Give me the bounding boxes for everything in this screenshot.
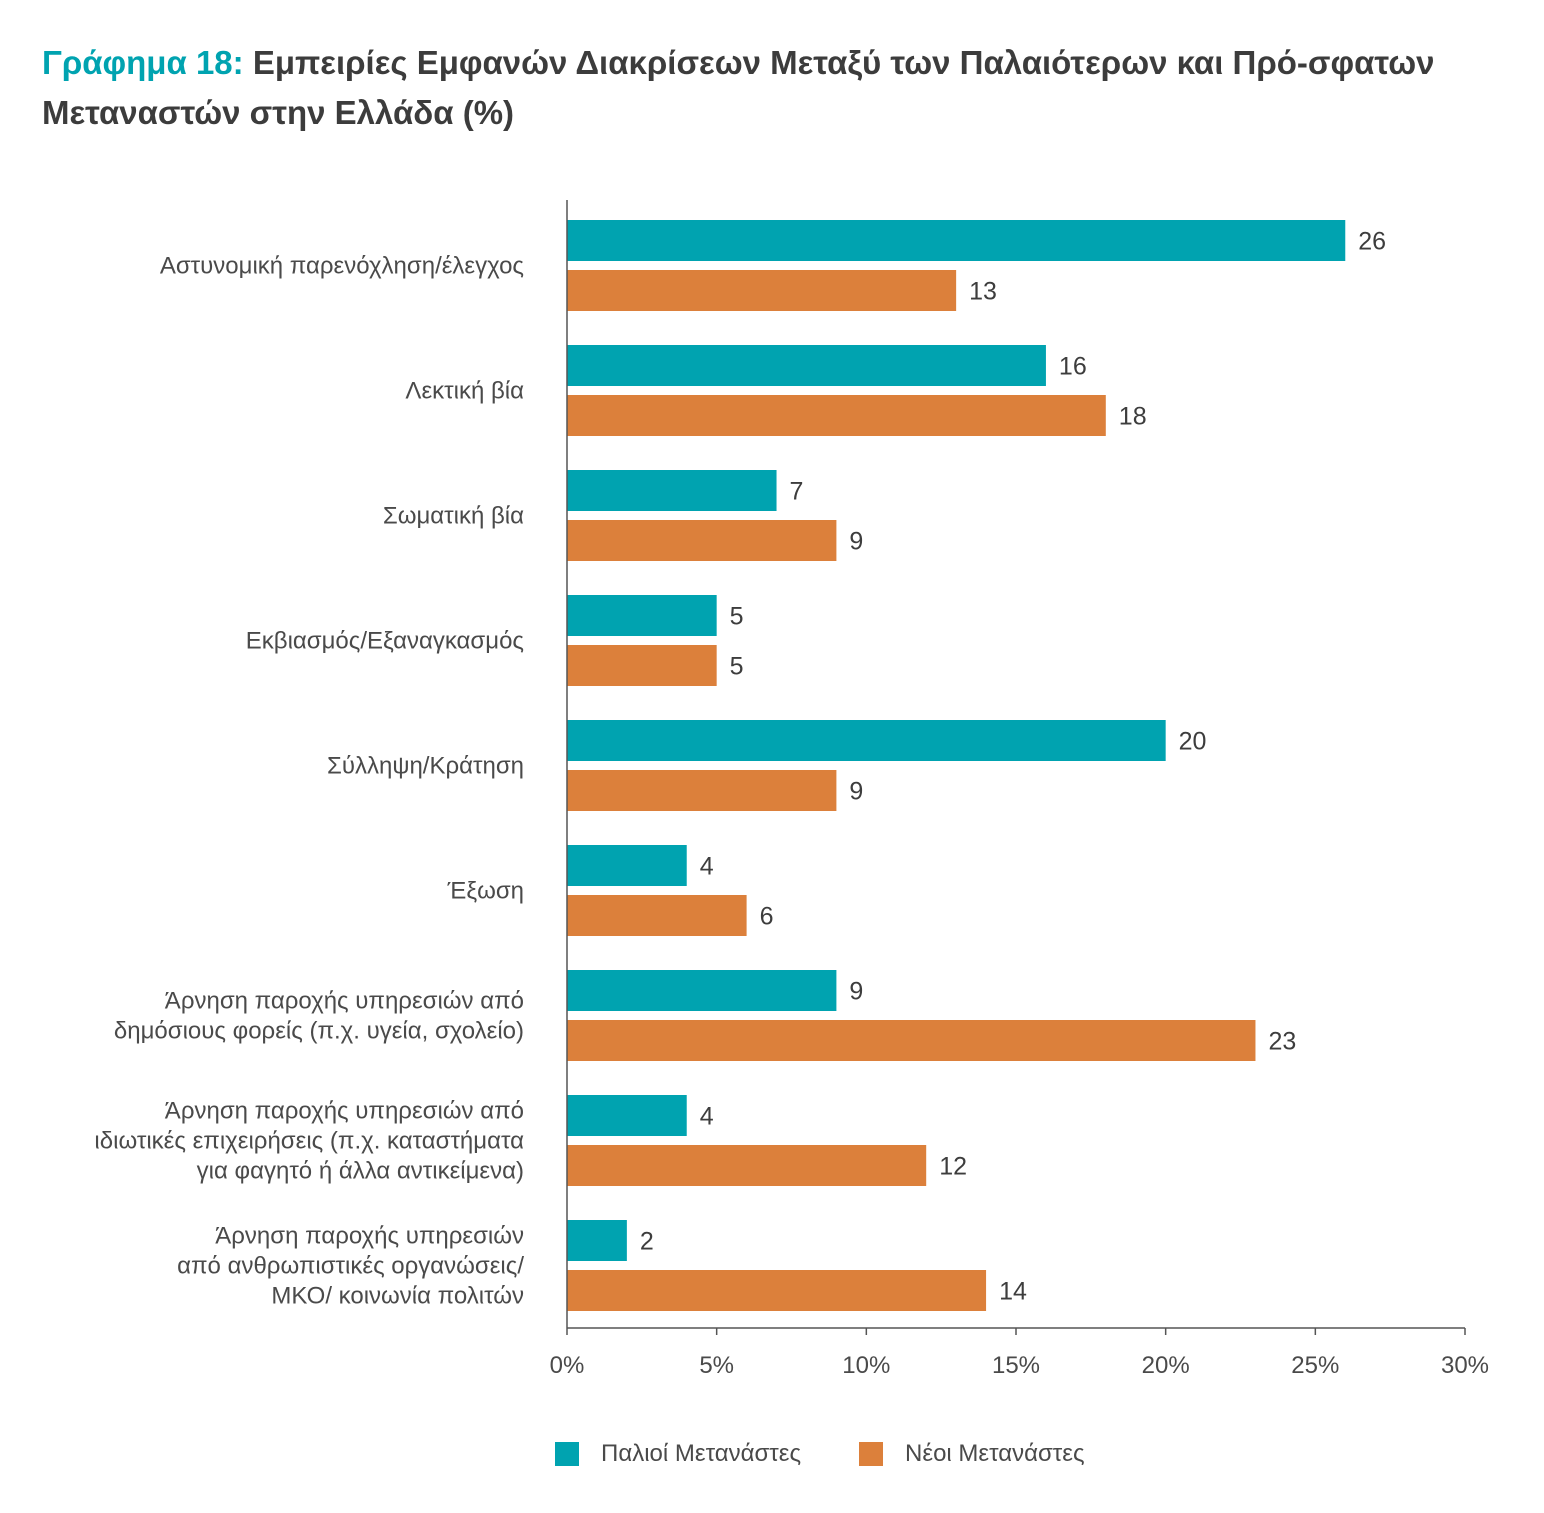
- value-label-old-6: 9: [849, 978, 863, 1006]
- value-label-old-8: 2: [640, 1228, 654, 1256]
- category-label-6-line-1: δημόσιους φορείς (π.χ. υγεία, σχολείο): [114, 1018, 524, 1045]
- category-label-8-line-0: Άρνηση παροχής υπηρεσιών: [215, 1223, 524, 1250]
- x-tick-label-1: 5%: [699, 1352, 734, 1379]
- bar-old-1: [567, 345, 1046, 386]
- bar-old-7: [567, 1095, 687, 1136]
- value-label-old-2: 7: [790, 478, 804, 506]
- category-label-8-line-1: από ανθρωπιστικές οργανώσεις/: [177, 1253, 524, 1280]
- x-tick-label-2: 10%: [842, 1352, 890, 1379]
- legend-item-old: Παλιοί Μετανάστες: [555, 1440, 801, 1468]
- bar-old-3: [567, 595, 717, 636]
- legend-swatch-old: [555, 1442, 579, 1466]
- category-label-4: Σύλληψη/Κράτηση: [327, 753, 524, 780]
- bar-old-2: [567, 470, 777, 511]
- category-label-0: Αστυνομική παρενόχληση/έλεγχος: [160, 253, 524, 280]
- category-label-7-line-2: για φαγητό ή άλλα αντικείμενα): [197, 1158, 524, 1185]
- category-label-3: Εκβιασμός/Εξαναγκασμός: [246, 628, 524, 655]
- value-label-new-4: 9: [849, 778, 863, 806]
- value-label-new-1: 18: [1119, 403, 1147, 431]
- legend-item-new: Νέοι Μετανάστες: [859, 1440, 1085, 1468]
- bar-new-1: [567, 395, 1106, 436]
- category-label-6-line-0: Άρνηση παροχής υπηρεσιών από: [165, 988, 524, 1015]
- value-label-new-2: 9: [849, 528, 863, 556]
- chart-title-prefix: Γράφημα 18:: [42, 44, 244, 81]
- value-label-new-7: 12: [939, 1153, 967, 1181]
- bar-new-5: [567, 895, 747, 936]
- value-label-old-5: 4: [700, 853, 714, 881]
- bar-old-8: [567, 1220, 627, 1261]
- value-label-old-3: 5: [730, 603, 744, 631]
- bar-new-0: [567, 270, 957, 311]
- bar-old-6: [567, 970, 837, 1011]
- bar-new-2: [567, 520, 837, 561]
- bar-old-4: [567, 720, 1166, 761]
- value-label-new-6: 23: [1268, 1028, 1296, 1056]
- bar-old-0: [567, 220, 1346, 261]
- value-label-old-1: 16: [1059, 353, 1087, 381]
- bar-old-5: [567, 845, 687, 886]
- bar-new-8: [567, 1270, 987, 1311]
- x-tick-label-4: 20%: [1142, 1352, 1190, 1379]
- value-label-new-0: 13: [969, 278, 997, 306]
- bar-new-6: [567, 1020, 1256, 1061]
- bar-new-4: [567, 770, 837, 811]
- x-tick-label-3: 15%: [992, 1352, 1040, 1379]
- category-label-8-line-2: ΜΚΟ/ κοινωνία πολιτών: [271, 1283, 524, 1310]
- legend-swatch-new: [859, 1442, 884, 1466]
- bar-new-7: [567, 1145, 927, 1186]
- legend-label-old: Παλιοί Μετανάστες: [601, 1440, 802, 1467]
- legend-label-new: Νέοι Μετανάστες: [905, 1440, 1085, 1467]
- value-label-new-3: 5: [730, 653, 744, 681]
- value-label-old-0: 26: [1358, 228, 1386, 256]
- bar-new-3: [567, 645, 717, 686]
- legend: Παλιοί Μετανάστες Νέοι Μετανάστες: [555, 1440, 1143, 1468]
- value-label-old-4: 20: [1179, 728, 1207, 756]
- category-label-7-line-0: Άρνηση παροχής υπηρεσιών από: [165, 1098, 524, 1125]
- category-label-7-line-1: ιδιωτικές επιχειρήσεις (π.χ. καταστήματα: [94, 1128, 524, 1155]
- value-label-old-7: 4: [700, 1103, 714, 1131]
- x-tick-label-0: 0%: [550, 1352, 585, 1379]
- value-label-new-8: 14: [999, 1278, 1027, 1306]
- category-label-1: Λεκτική βία: [405, 378, 524, 405]
- x-tick-label-6: 30%: [1441, 1352, 1489, 1379]
- chart-title: Γράφημα 18: Εμπειρίες Εμφανών Διακρίσεων…: [42, 38, 1512, 138]
- category-label-5: Έξωση: [447, 878, 524, 905]
- chart-title-text: Εμπειρίες Εμφανών Διακρίσεων Μεταξύ των …: [42, 44, 1435, 131]
- category-label-2: Σωματική βία: [383, 503, 524, 530]
- value-label-new-5: 6: [760, 903, 774, 931]
- x-tick-label-5: 25%: [1291, 1352, 1339, 1379]
